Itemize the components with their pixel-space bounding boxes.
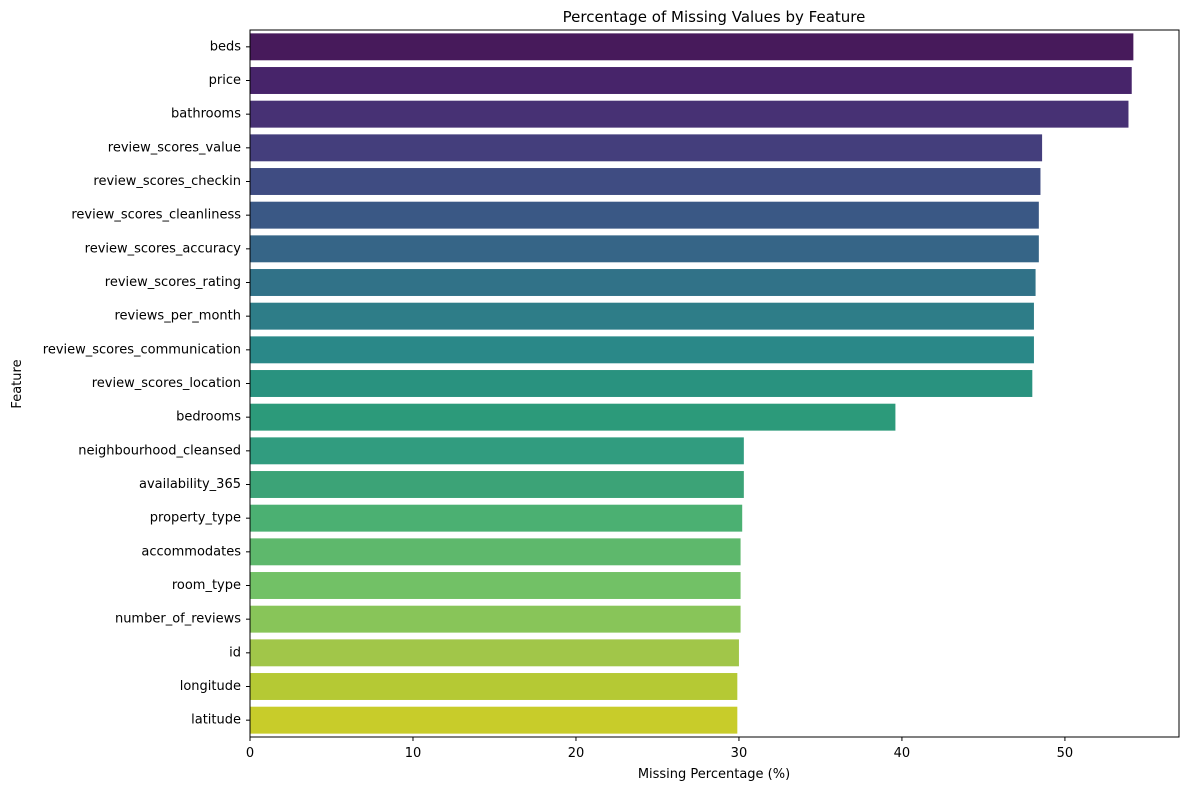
y-tick-label: property_type [150,511,241,526]
y-tick-label: longitude [180,679,241,694]
y-tick-label: review_scores_accuracy [85,241,242,256]
bar-neighbourhood_cleansed [250,437,744,465]
bar-availability_365 [250,471,744,498]
x-tick-label: 40 [894,746,911,761]
bar-bedrooms [250,403,896,431]
y-tick-label: bathrooms [171,107,241,122]
bar-id [250,639,739,667]
x-tick-label: 0 [246,746,254,761]
bar-review_scores_communication [250,336,1034,364]
y-tick-labels: beds price bathrooms review_scores_valuerev… [43,39,250,728]
bar-review_scores_value [250,134,1043,162]
x-tick-label: 10 [405,746,422,761]
y-tick-label: beds [210,39,242,54]
bar-review_scores_location [250,370,1033,397]
plot-frame [249,29,1180,738]
bar-beds [250,33,1134,61]
x-axis-title: Missing Percentage (%) [638,767,790,782]
y-tick-label: latitude [191,713,241,728]
y-tick-label: reviews_per_month [114,309,241,324]
y-tick-label: review_scores_communication [43,342,241,357]
bar-review_scores_cleanliness [250,201,1039,229]
x-ticks: 0 10 20 30 40 50 [246,737,1073,761]
bar-accommodates [250,538,741,566]
bar-latitude [250,706,738,734]
y-tick-label: review_scores_rating [105,275,241,290]
bar-property_type [250,504,743,532]
y-axis-title: Feature [10,359,25,408]
y-tick-label: review_scores_location [92,376,241,391]
chart-title: Percentage of Missing Values by Feature [563,8,866,26]
y-tick-label: bedrooms [176,410,241,425]
bar-number_of_reviews [250,605,741,633]
x-tick-label: 20 [568,746,585,761]
y-tick-label: id [229,645,241,660]
bar-bathrooms [250,100,1129,128]
y-tick-label: number_of_reviews [115,612,241,627]
bar-room_type [250,572,741,599]
y-tick-label: review_scores_cleanliness [71,208,241,223]
y-tick-label: review_scores_value [108,140,241,155]
y-tick-label: accommodates [141,544,241,559]
bar-review_scores_rating [250,269,1036,296]
bar-longitude [250,673,738,700]
bar-price [250,67,1132,94]
y-tick-label: price [209,73,241,88]
y-tick-label: review_scores_checkin [93,174,241,189]
x-tick-label: 30 [731,746,748,761]
bars-group [250,33,1134,734]
bar-reviews_per_month [250,302,1034,330]
y-tick-label: room_type [172,578,241,593]
bar-review_scores_accuracy [250,235,1039,263]
y-tick-label: neighbourhood_cleansed [78,443,241,458]
x-tick-label: 50 [1057,746,1074,761]
y-tick-label: availability_365 [139,477,241,492]
bar-review_scores_checkin [250,168,1041,195]
